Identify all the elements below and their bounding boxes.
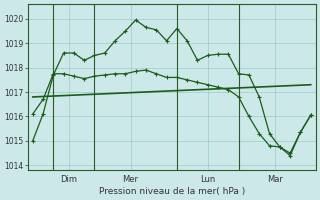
- X-axis label: Pression niveau de la mer( hPa ): Pression niveau de la mer( hPa ): [99, 187, 245, 196]
